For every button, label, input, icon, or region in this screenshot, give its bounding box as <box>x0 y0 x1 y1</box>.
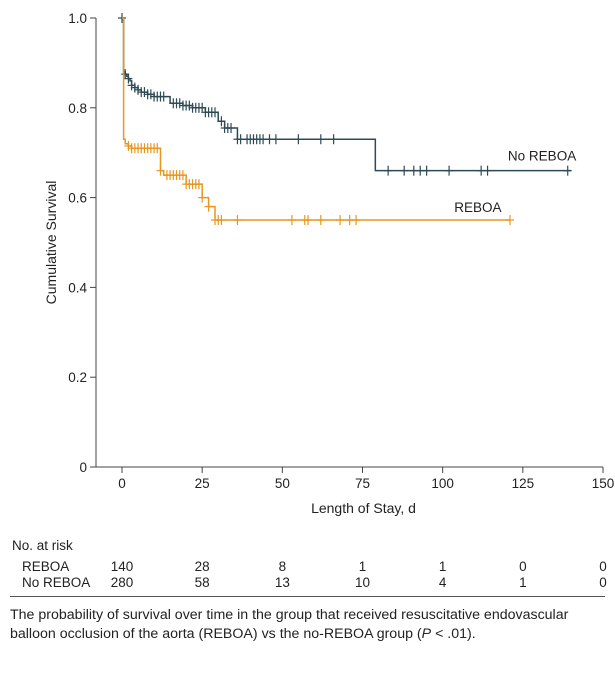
risk-count: 28 <box>195 559 210 574</box>
chart-labels: Length of Stay, d Cumulative Survival No R… <box>43 148 576 516</box>
risk-count: 58 <box>195 575 210 590</box>
y-axis-label: Cumulative Survival <box>43 181 59 305</box>
caption-text-end: < .01). <box>431 626 476 642</box>
caption-text: The probability of survival over time in… <box>10 607 569 642</box>
risk-count: 0 <box>519 559 527 574</box>
risk-count: 10 <box>355 575 370 590</box>
risk-count: 140 <box>111 559 134 574</box>
x-tick-label: 50 <box>275 476 290 491</box>
x-tick-label: 125 <box>512 476 535 491</box>
series-line-no-reboa <box>122 17 571 172</box>
y-tick-label: 0.8 <box>68 101 87 116</box>
risk-count: 1 <box>439 559 447 574</box>
series-annotation: No REBOA <box>508 148 576 163</box>
x-tick-label: 0 <box>118 476 126 491</box>
caption-divider <box>10 596 605 597</box>
y-tick-label: 0 <box>79 460 87 475</box>
caption-p-symbol: P <box>421 626 432 642</box>
x-tick-label: 25 <box>195 476 210 491</box>
x-tick-label: 100 <box>431 476 454 491</box>
risk-count: 1 <box>519 575 527 590</box>
risk-count: 0 <box>599 559 607 574</box>
risk-count: 4 <box>439 575 447 590</box>
x-tick-label: 150 <box>592 476 615 491</box>
km-survival-chart: 00.20.40.60.81.00 25 50 75 100 125 150 Length … <box>12 11 614 590</box>
risk-table-title: No. at risk <box>12 538 73 553</box>
figure-caption: The probability of survival over time in… <box>10 606 610 644</box>
risk-count: 280 <box>111 575 134 590</box>
risk-count: 1 <box>359 559 367 574</box>
y-tick-label: 0.6 <box>68 191 87 206</box>
chart-axes: 0 0.2 0.4 0.6 0.8 1.0 0 25 50 75 100 125 150 <box>68 11 614 491</box>
y-tick-label: 0.2 <box>68 370 87 385</box>
y-tick-label: 1.0 <box>68 11 87 26</box>
risk-row-label: No REBOA <box>22 575 90 590</box>
x-tick-label: 75 <box>355 476 370 491</box>
risk-count: 13 <box>275 575 290 590</box>
series-annotation: REBOA <box>454 200 501 215</box>
series-line-reboa <box>122 17 511 221</box>
risk-count: 8 <box>279 559 287 574</box>
risk-count: 0 <box>599 575 607 590</box>
chart-series <box>118 13 572 226</box>
y-tick-label: 0.4 <box>68 280 87 295</box>
x-axis-label: Length of Stay, d <box>311 500 416 516</box>
risk-row-label: REBOA <box>22 559 69 574</box>
